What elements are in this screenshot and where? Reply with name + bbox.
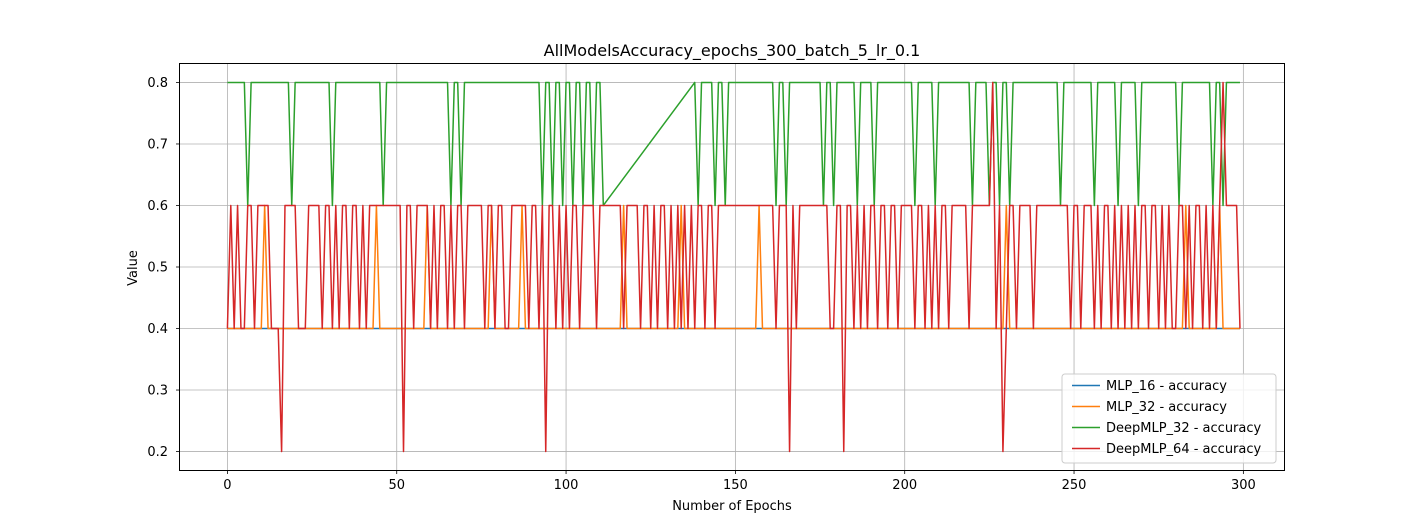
legend-label-mlp-16: MLP_16 - accuracy [1106, 379, 1227, 394]
y-tick-label: 0.5 [147, 261, 168, 276]
legend-label-deepmlp-32: DeepMLP_32 - accuracy [1106, 421, 1262, 436]
series-lines [226, 81, 1241, 453]
series-line-deepmlp-32 [227, 81, 1240, 207]
y-tick-label: 0.8 [147, 76, 168, 91]
x-tick-label: 250 [1062, 478, 1087, 493]
x-axis-label: Number of Epochs [672, 499, 792, 514]
chart-title: AllModelsAccuracy_epochs_300_batch_5_lr_… [544, 41, 921, 61]
x-tick-label: 50 [388, 478, 405, 493]
x-tick-label: 100 [554, 478, 579, 493]
y-tick-label: 0.4 [147, 322, 168, 337]
series-line-mlp-32 [227, 204, 1240, 330]
legend-label-mlp-32: MLP_32 - accuracy [1106, 400, 1227, 415]
series-line-deepmlp-64 [226, 81, 1241, 453]
x-tick-label: 0 [223, 478, 231, 493]
legend-box [1061, 373, 1277, 464]
y-axis-label: Value [126, 250, 141, 286]
legend-entries: MLP_16 - accuracy MLP_32 - accuracy DeepML… [1072, 379, 1262, 457]
x-axis-ticks: 0 50 100 150 200 250 300 [223, 470, 1256, 493]
y-tick-label: 0.7 [147, 137, 168, 152]
y-tick-label: 0.6 [147, 199, 168, 214]
x-tick-label: 150 [723, 478, 748, 493]
legend: MLP_16 - accuracy MLP_32 - accuracy DeepML… [1061, 373, 1277, 464]
y-axis-ticks: 0.2 0.3 0.4 0.5 0.6 0.7 0.8 [147, 76, 180, 460]
legend-label-deepmlp-64: DeepMLP_64 - accuracy [1106, 442, 1262, 457]
x-tick-label: 300 [1231, 478, 1256, 493]
y-tick-label: 0.3 [147, 384, 168, 399]
x-tick-label: 200 [892, 478, 917, 493]
y-tick-label: 0.2 [147, 445, 168, 460]
